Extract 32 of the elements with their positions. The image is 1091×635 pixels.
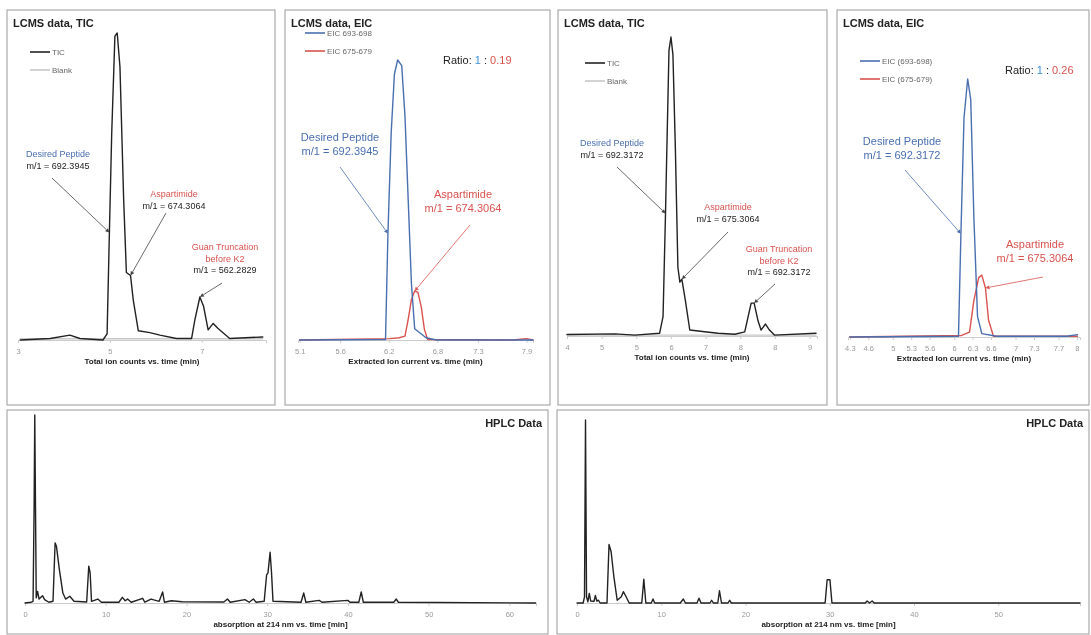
annotation: Ratio: 1 : 0.19 [443, 54, 512, 66]
chart-title: LCMS data, TIC [13, 17, 94, 29]
legend-label: EIC (675-679) [882, 75, 933, 84]
chart-title: LCMS data, TIC [564, 17, 645, 29]
chart-title: LCMS data, EIC [291, 17, 373, 29]
x-axis-title: absorption at 214 nm vs. time [min] [213, 620, 348, 629]
legend-label: EIC 693-698 [327, 29, 373, 38]
legend-label: Blank [607, 77, 629, 86]
x-axis-title: Extracted Ion current vs. time (min) [896, 354, 1032, 363]
annotation: Guan Truncation before K2 m/1 = 692.3172 [745, 244, 813, 278]
annotation: Desired Peptide m/1 = 692.3172 [579, 138, 645, 160]
x-axis-title: Total ion counts vs. time (min) [634, 353, 750, 362]
text: Ratio: 1 : 0.26 [1005, 64, 1074, 76]
legend-label: EIC 675-679 [327, 47, 373, 56]
annotation: Guan Truncation before K2 m/1 = 562.2829 [191, 242, 259, 276]
chart-title: HPLC Data [485, 417, 543, 429]
legend-label: Blank [52, 66, 74, 75]
legend-label: EIC (693-698) [882, 57, 933, 66]
annotation: Desired Peptide m/1 = 692.3945 [300, 131, 380, 158]
chart-title: HPLC Data [1026, 417, 1084, 429]
x-axis-title: Extracted Ion current vs. time (min) [348, 357, 483, 366]
x-axis-title: absorption at 214 nm vs. time [min] [761, 620, 896, 629]
annotation: Aspartimide m/1 = 675.3064 [996, 238, 1074, 265]
annotation: Aspartimide m/1 = 675.3064 [696, 202, 760, 224]
annotation: Desired Peptide m/1 = 692.3172 [862, 135, 942, 162]
chart-title: LCMS data, EIC [843, 17, 925, 29]
x-axis-title: Total ion counts vs. time (min) [84, 357, 200, 366]
legend-label: TIC [52, 48, 66, 57]
annotation: Desired Peptide m/1 = 692.3945 [25, 149, 91, 171]
legend-label: TIC [607, 59, 621, 68]
annotation: Aspartimide m/1 = 674.3064 [142, 189, 206, 211]
annotation: Aspartimide m/1 = 674.3064 [424, 188, 502, 215]
